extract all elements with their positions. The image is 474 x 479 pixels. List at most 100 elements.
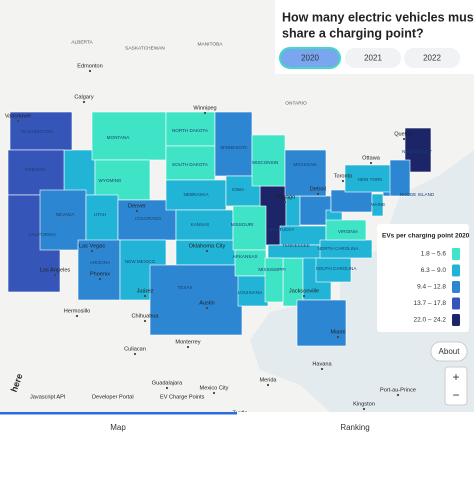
state-label: ARKANSAS (232, 254, 257, 259)
state-shape[interactable] (165, 145, 216, 181)
place-dot (320, 367, 324, 371)
title-line: How many electric vehicles must (282, 10, 474, 24)
place-dot (135, 209, 139, 213)
place-dot (369, 161, 373, 165)
place-dot (133, 352, 137, 356)
zoom-box (444, 366, 468, 406)
city-label: Chihuahua (131, 313, 159, 319)
city-label: Culiacan (124, 346, 146, 352)
state-label: SOUTH DAKOTA (172, 162, 209, 167)
footer-link[interactable]: EV Charge Points (160, 394, 205, 400)
place-dot (302, 294, 306, 298)
state-label: UTAH (94, 212, 106, 217)
place-dot (16, 119, 20, 123)
zoom-in[interactable]: + (452, 370, 459, 384)
state-shape[interactable] (175, 209, 234, 241)
place-dot (362, 407, 366, 411)
state-shape[interactable] (234, 249, 267, 277)
state-label: RHODE ISLAND (400, 192, 435, 197)
year-button[interactable] (279, 47, 341, 69)
state-shape[interactable] (7, 149, 65, 196)
state-shape[interactable] (315, 257, 352, 283)
city-label: Ottawa (362, 155, 381, 161)
city-label: Toronto (334, 173, 353, 179)
state-shape[interactable] (264, 257, 284, 303)
state-shape[interactable] (284, 149, 327, 197)
city-label: Austin (199, 300, 215, 306)
state-shape[interactable] (9, 111, 73, 151)
state-shape[interactable] (85, 194, 119, 246)
legend-label: 13.7 – 17.8 (413, 300, 446, 307)
place-dot (53, 273, 57, 277)
city-label: Quebec (394, 131, 414, 137)
state-shape[interactable] (251, 134, 286, 187)
state-label: TENNESSEE (282, 243, 310, 248)
city-label: Jacksonville (289, 288, 319, 294)
state-label: OREGON (25, 167, 45, 172)
place-dot (205, 249, 209, 253)
city-label: Vancouver (5, 113, 31, 119)
legend-swatch (452, 297, 460, 310)
state-label: MINNESOTA (221, 145, 249, 150)
tab-label[interactable]: Map (110, 423, 126, 432)
state-shape[interactable] (94, 159, 151, 201)
state-shape (330, 189, 373, 213)
state-shape[interactable] (325, 219, 367, 241)
place-dot (143, 319, 147, 323)
place-dot (316, 192, 320, 196)
place-dot (88, 69, 92, 73)
year-button[interactable] (404, 48, 460, 68)
zoom-out[interactable]: − (452, 388, 459, 402)
legend-label: 6.3 – 9.0 (421, 267, 447, 274)
city-label: Phoenix (90, 271, 110, 277)
state-shape[interactable] (371, 193, 384, 217)
state-label: NORTH DAKOTA (172, 128, 209, 133)
state-label: NEVADA (56, 212, 75, 217)
state-shape[interactable] (149, 264, 243, 336)
state-label: WISCONSIN (252, 160, 279, 165)
state-label: NEBRASKA (183, 192, 209, 197)
city-label: Hermosillo (64, 308, 90, 314)
state-label: IOWA (232, 187, 245, 192)
legend-box (377, 224, 469, 332)
footer-link[interactable]: Javascript API (30, 394, 66, 400)
city-label: Los Angeles (40, 267, 71, 273)
state-shape[interactable] (389, 159, 411, 197)
state-label: COLORADO (135, 216, 162, 221)
city-label: Kingston (353, 401, 375, 407)
state-shape[interactable] (91, 111, 167, 161)
state-label: TEXAS (177, 285, 192, 290)
state-shape (63, 149, 96, 196)
state-shape[interactable] (165, 179, 227, 211)
state-shape[interactable] (344, 164, 397, 193)
state-label: WASHINGTON (21, 129, 52, 134)
city-label: Oklahoma City (189, 243, 226, 249)
title-line: share a charging point? (282, 26, 424, 40)
state-label: ARIZONA (90, 260, 111, 265)
place-dot (90, 249, 94, 253)
region-label: ALBERTA (71, 39, 93, 45)
state-label: NEW MEXICO (125, 259, 156, 264)
state-shape[interactable] (232, 205, 267, 251)
state-label: MISSISSIPPI (258, 267, 285, 272)
city-label: Miami (331, 329, 346, 335)
city-label: Detroit (310, 186, 327, 192)
tab-bar (0, 412, 474, 474)
about-button[interactable] (430, 341, 468, 362)
legend-swatch (452, 248, 460, 260)
city-label: Denver (128, 203, 146, 209)
legend-swatch (452, 281, 460, 293)
state-label: MISSOURI (231, 222, 254, 227)
city-label: Winnipeg (193, 105, 216, 111)
tab-label[interactable]: Ranking (340, 423, 369, 432)
year-button[interactable] (345, 48, 401, 68)
state-shape[interactable] (165, 111, 216, 147)
tab-indicator (0, 412, 237, 415)
city-label: Edmonton (77, 63, 103, 69)
state-label: MONTANA (107, 135, 131, 140)
legend-swatch (452, 264, 460, 277)
state-shape[interactable] (214, 111, 253, 177)
footer-link[interactable]: Developer Portal (92, 394, 134, 400)
legend-title: EVs per charging point 2020 (382, 233, 470, 240)
